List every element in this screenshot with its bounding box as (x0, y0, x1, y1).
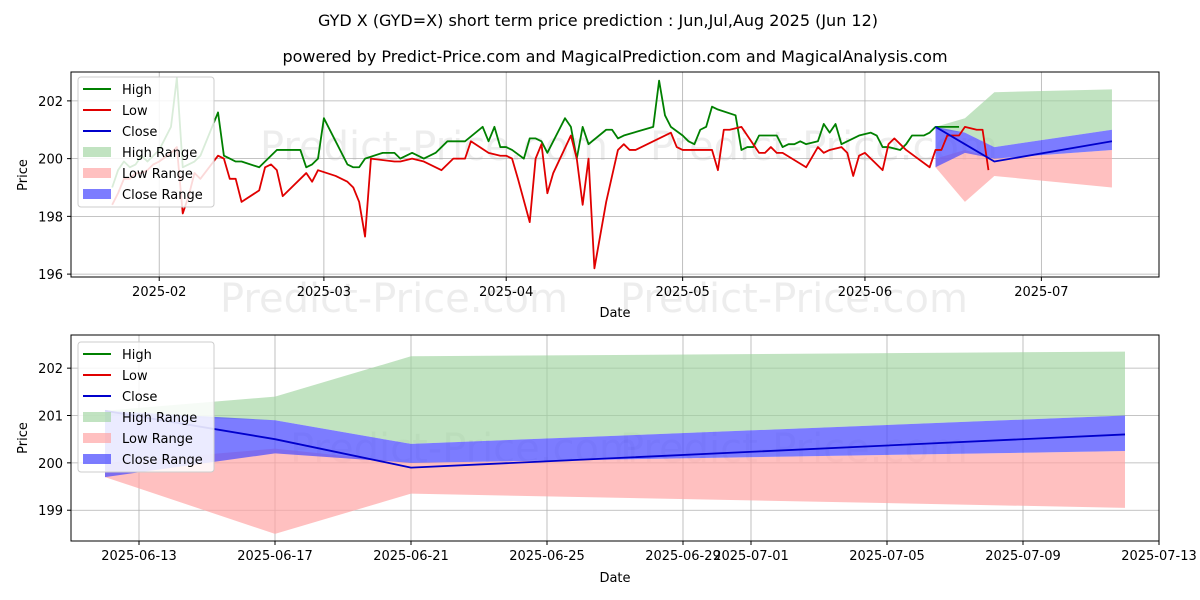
y-tick-label: 196 (38, 268, 63, 283)
x-tick-label: 2025-02 (132, 285, 186, 300)
watermark-top-3: Predict-Price.com (220, 276, 568, 322)
x-tick-label: 2025-06-17 (237, 549, 313, 564)
legend-label-low-range: Low Range (122, 432, 193, 447)
high-range-band (935, 89, 1112, 148)
chart-title: GYD X (GYD=X) short term price predictio… (318, 11, 878, 30)
bottom-plot-area: 2025-06-13 2025-06-17 2025-06-21 2025-06-25… (38, 335, 1197, 564)
low-range-band (935, 149, 1112, 202)
x-tick-label: 2025-07-01 (713, 549, 789, 564)
bottom-axes-frame (70, 334, 1160, 542)
legend-swatch-low-range (83, 168, 111, 178)
y-tick-label: 198 (38, 210, 63, 225)
legend-label-high-range: High Range (122, 146, 197, 161)
legend-box (77, 76, 215, 208)
x-tick-label: 2025-06-25 (509, 549, 585, 564)
legend-swatch-low-range (83, 433, 111, 443)
legend-swatch-high-range (83, 412, 111, 422)
legend-label-low-range: Low Range (122, 167, 193, 182)
legend-label-close-range: Close Range (122, 188, 203, 203)
top-x-axis-label: Date (599, 306, 630, 321)
legend: High Low Close High Range Low Range Close Ran… (77, 76, 215, 208)
high-range-band (105, 351, 1125, 444)
close-range-band (105, 410, 1125, 478)
high-series-line (111, 76, 960, 188)
legend-box (77, 341, 215, 473)
legend-label-high-range: High Range (122, 411, 197, 426)
bottom-panel: Predict-Price.com Predict-Price.com 2025… (16, 334, 1197, 586)
legend-label-high: High (122, 83, 152, 98)
chart-subtitle: powered by Predict-Price.com and Magical… (282, 47, 947, 66)
top-panel: Predict-Price.com Predict-Price.com Pred… (16, 71, 1160, 322)
legend: High Low Close High Range Low Range Close Ran… (77, 341, 215, 473)
watermark-top-4: Predict-Price.com (620, 276, 968, 322)
x-tick-label: 2025-07-13 (1121, 549, 1197, 564)
legend-label-low: Low (122, 104, 148, 119)
top-plot-area: 2025-02 2025-03 2025-04 2025-05 2025-06 2025-… (38, 72, 1159, 300)
legend-swatch-close-range (83, 454, 111, 464)
y-tick-label: 200 (38, 153, 63, 168)
legend-label-close-range: Close Range (122, 453, 203, 468)
y-tick-label: 199 (38, 504, 63, 519)
x-tick-label: 2025-04 (479, 285, 533, 300)
legend-label-high: High (122, 348, 152, 363)
y-tick-label: 202 (38, 95, 63, 110)
close-series-line (935, 126, 1113, 163)
low-series-line (111, 125, 990, 270)
x-tick-label: 2025-06-13 (101, 549, 177, 564)
legend-swatch-high-range (83, 147, 111, 157)
y-tick-label: 202 (38, 362, 63, 377)
bottom-y-axis-label: Price (16, 422, 31, 454)
x-tick-label: 2025-03 (297, 285, 351, 300)
x-tick-label: 2025-07 (1014, 285, 1068, 300)
x-tick-label: 2025-06-21 (373, 549, 449, 564)
legend-label-close: Close (122, 390, 157, 405)
low-range-band (105, 448, 1125, 534)
legend-swatch-close-range (83, 189, 111, 199)
close-range-band (935, 126, 1112, 168)
legend-label-close: Close (122, 125, 157, 140)
x-tick-label: 2025-06-29 (645, 549, 721, 564)
legend-label-low: Low (122, 369, 148, 384)
x-tick-label: 2025-06 (838, 285, 892, 300)
y-tick-label: 200 (38, 457, 63, 472)
bottom-x-axis-label: Date (599, 571, 630, 586)
x-tick-label: 2025-07-09 (985, 549, 1061, 564)
top-axes-frame (70, 71, 1160, 278)
x-tick-label: 2025-07-05 (849, 549, 925, 564)
top-y-axis-label: Price (16, 159, 31, 191)
y-tick-label: 201 (38, 410, 63, 425)
x-tick-label: 2025-05 (655, 285, 709, 300)
